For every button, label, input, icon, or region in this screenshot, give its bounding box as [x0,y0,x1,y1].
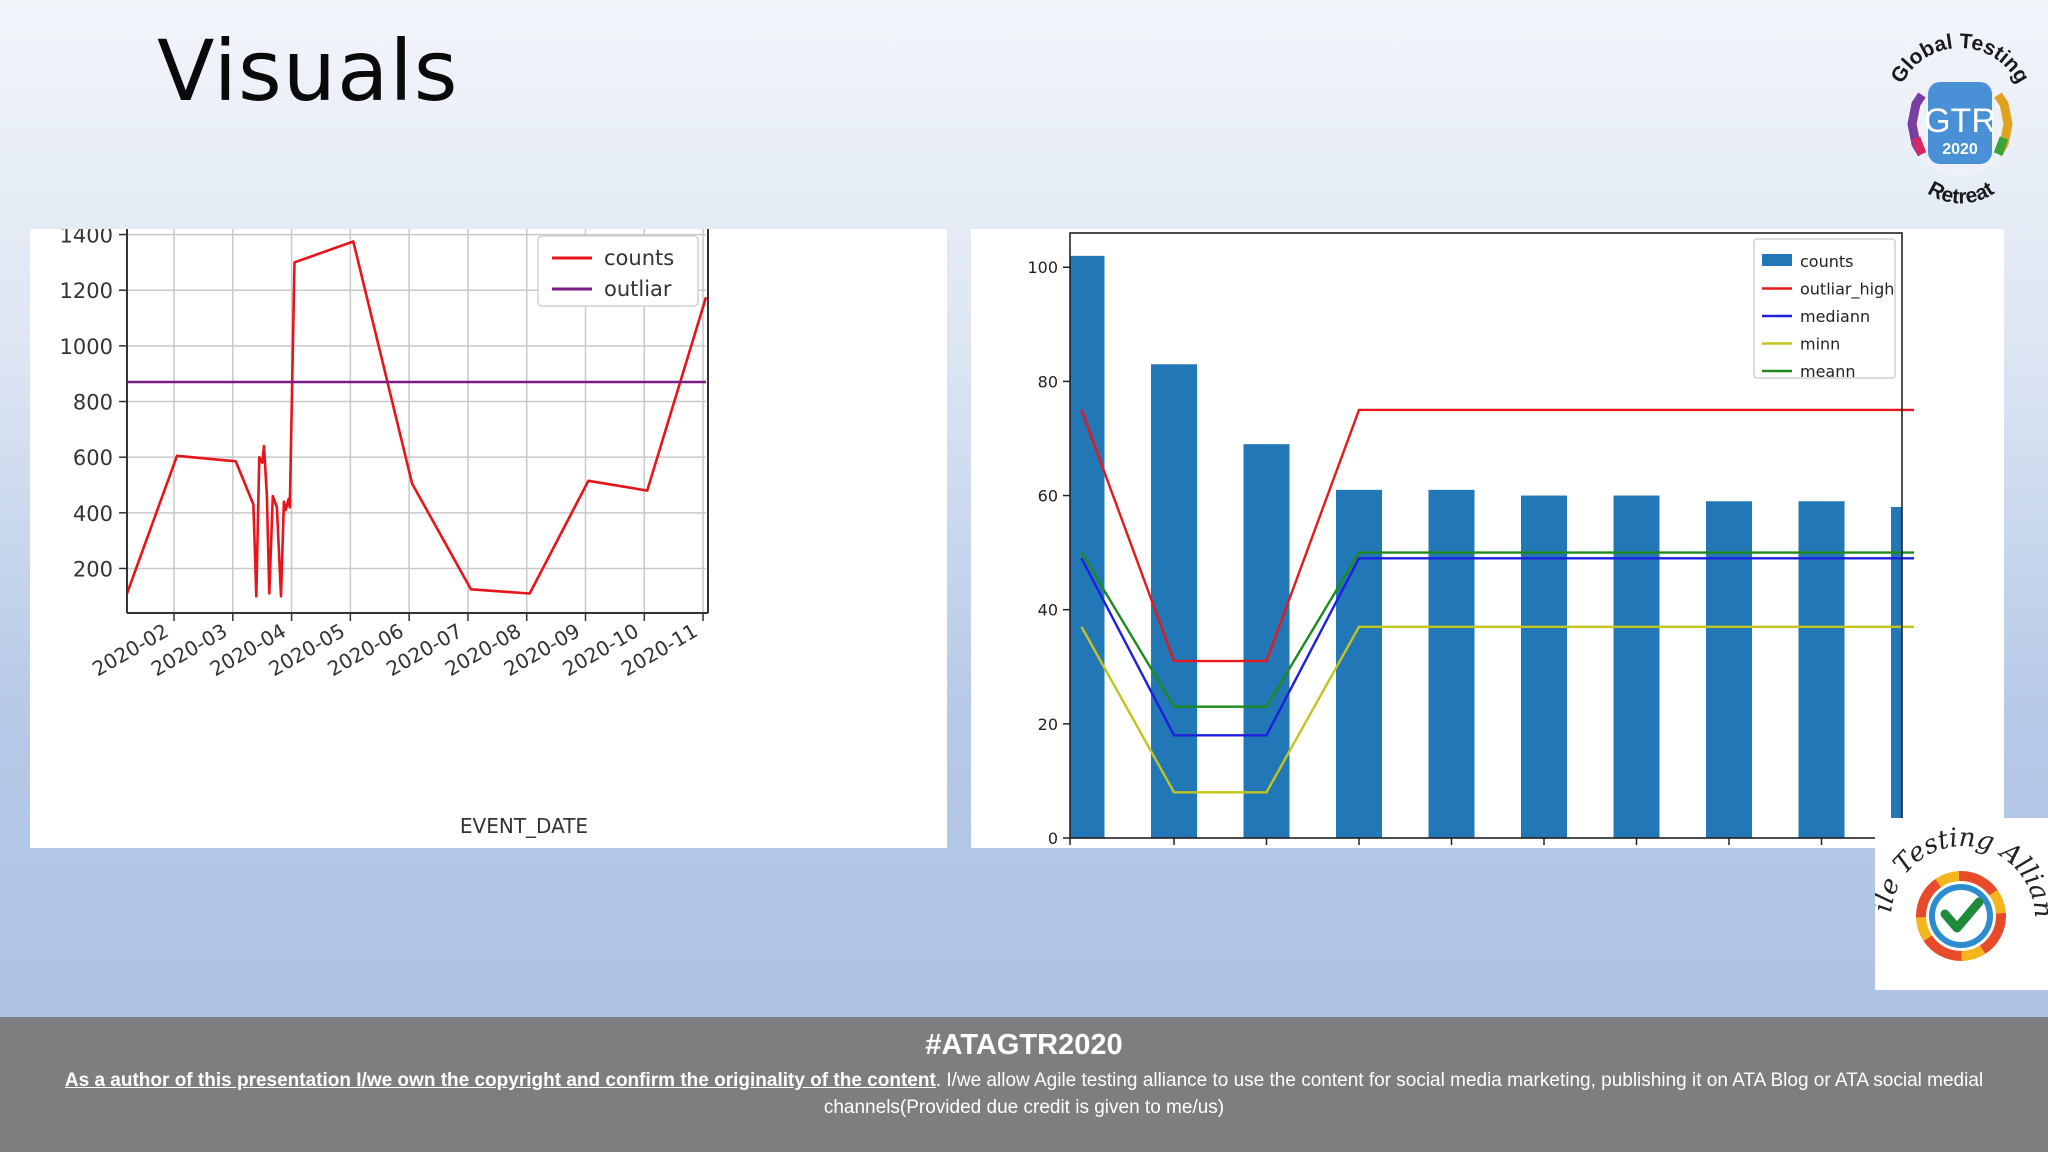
chart2-ytick-label: 0 [1048,829,1058,848]
chart2-bars [1070,255,1902,838]
chart2-legend-label-minn: minn [1800,335,1840,354]
chart2-legend-swatch-counts [1762,254,1792,266]
chart2-ytick-label: 80 [1038,372,1058,391]
chart1-ytick-label: 600 [73,446,113,470]
chart2-bar [1070,255,1105,838]
chart2-series-mediann [1080,557,1914,737]
chart1-legend-label-counts: counts [604,246,674,270]
ata-logo-graphic: Agile Testing Alliance [1864,795,2048,961]
slide-title: Visuals [157,22,459,120]
footer-hashtag: #ATAGTR2020 [925,1029,1123,1061]
chart1-series-counts [125,240,708,598]
chart1-grid [127,229,706,613]
chart2-series-outliar_high [1080,408,1914,663]
chart2-legend-label-counts: counts [1800,252,1853,271]
chart2-legend-label-outliar_high: outliar_high [1800,280,1894,300]
footer-disclaimer: As a author of this presentation I/we ow… [40,1067,2008,1121]
ata-logo: Agile Testing Alliance [1864,795,2048,990]
chart1-ytick-label: 1400 [60,229,113,248]
chart2-bar [1243,444,1290,838]
chart2-bar [1521,495,1567,838]
chart2-ytick-label: 60 [1038,487,1058,506]
chart2-axes [1069,232,1903,839]
chart2-lines [1080,408,1914,794]
footer-copyright-statement: As a author of this presentation I/we ow… [64,1070,936,1091]
chart1-axes [126,229,709,614]
chart2-legend-label-meann: meann [1800,362,1856,381]
counts-line-chart-svg: 2004006008001000120014002020-022020-0320… [60,229,709,838]
chart1-ytick-label: 200 [73,557,113,581]
chart2-frame [1069,232,1903,839]
chart2-series-minn [1080,625,1914,794]
chart1-legend: counts outliar [537,235,699,307]
chart2-bar [1428,489,1475,838]
svg-text:Retreat: Retreat [1924,177,1998,205]
chart1-ytick-label: 800 [73,391,113,415]
chart1-legend-label-outliar: outliar [604,277,672,301]
chart2-series-meann [1080,551,1914,708]
gtr-logo-bottom-text: Retreat [1924,177,1998,208]
chart2-ticks: 0 20 40 60 80 100 [1027,258,1915,848]
chart1-ytick-label: 1200 [60,279,113,303]
chart2-bar [1613,495,1660,838]
chart2-bar [1151,364,1197,838]
gtr-logo-center-text: GTR [1924,102,1996,140]
chart1-xlabel: EVENT_DATE [460,814,588,838]
gtr-logo: GTR 2020 Global Testing Retreat [1882,20,2034,209]
check-icon [1940,897,1984,933]
chart2-bar [1891,506,1902,838]
chart2-ytick-label: 40 [1038,601,1058,620]
counts-line-chart: 200 400 600 800 1000 1200 1400 2020-02 2020-03 20… [30,229,947,848]
chart1-ytick-label: 1000 [60,335,113,359]
chart1-ytick-label: 400 [73,502,113,526]
chart2-legend-label-mediann: mediann [1800,307,1870,326]
chart2-ytick-label: 100 [1027,258,1058,277]
footer-usage-statement: . I/we allow Agile testing alliance to u… [823,1070,1984,1118]
chart2-ytick-label: 20 [1038,715,1058,734]
chart1-series [125,240,708,598]
chart2-bar [1336,489,1382,838]
footer: #ATAGTR2020 As a author of this presenta… [0,1017,2048,1152]
gtr-logo-graphic: GTR 2020 Global Testing Retreat [1887,30,2034,209]
gtr-logo-year: 2020 [1942,141,1978,158]
